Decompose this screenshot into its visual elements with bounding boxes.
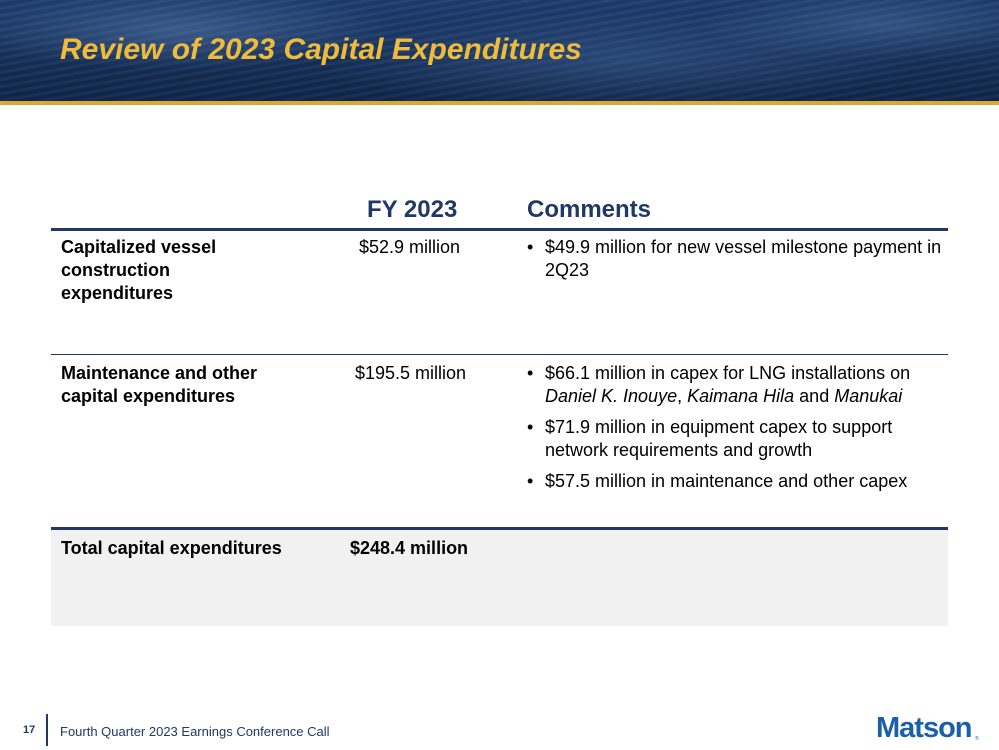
page-number: 17: [23, 724, 36, 736]
total-row: [51, 529, 948, 626]
ship-name: Kaimana Hila: [687, 386, 795, 406]
footer-text: Fourth Quarter 2023 Earnings Conference …: [60, 724, 330, 739]
column-header-fy2023: FY 2023: [367, 196, 458, 223]
logo-registered-mark: ®: [975, 736, 979, 742]
list-item: • $49.9 million for new vessel milestone …: [527, 237, 942, 280]
list-item: • $71.9 million in equipment capex to sup…: [527, 417, 893, 460]
row-divider: [51, 354, 948, 355]
list-item: • $57.5 million in maintenance and other …: [527, 471, 908, 491]
row-value-maintenance: $195.5 million: [355, 363, 467, 383]
row-label-maintenance: Maintenance and other capital expenditur…: [61, 363, 258, 406]
list-item: • $66.1 million in capex for LNG installa…: [527, 363, 911, 406]
total-label: Total capital expenditures: [61, 538, 282, 558]
row-value-vessel-construction: $52.9 million: [359, 237, 461, 257]
bullet-icon: •: [527, 363, 534, 383]
bullet-icon: •: [527, 237, 534, 257]
header-banner: [0, 0, 999, 101]
slide-title: Review of 2023 Capital Expenditures: [60, 33, 582, 66]
bullet-icon: •: [527, 471, 534, 491]
row-comments-maintenance: • $66.1 million in capex for LNG installa…: [526, 362, 946, 501]
row-label-vessel-construction: Capitalized vessel construction expendit…: [61, 237, 217, 303]
total-value: $248.4 million: [350, 538, 469, 558]
ship-name: Manukai: [834, 386, 903, 406]
total-rule: [51, 527, 948, 530]
row-comments-vessel-construction: • $49.9 million for new vessel milestone …: [526, 236, 946, 290]
footer-divider: [46, 714, 48, 746]
header-rule: [51, 228, 948, 231]
bullet-icon: •: [527, 417, 534, 437]
column-header-comments: Comments: [527, 196, 652, 223]
header-accent-line: [0, 101, 999, 105]
ship-name: Daniel K. Inouye: [545, 386, 678, 406]
matson-logo: Matson: [876, 712, 972, 744]
